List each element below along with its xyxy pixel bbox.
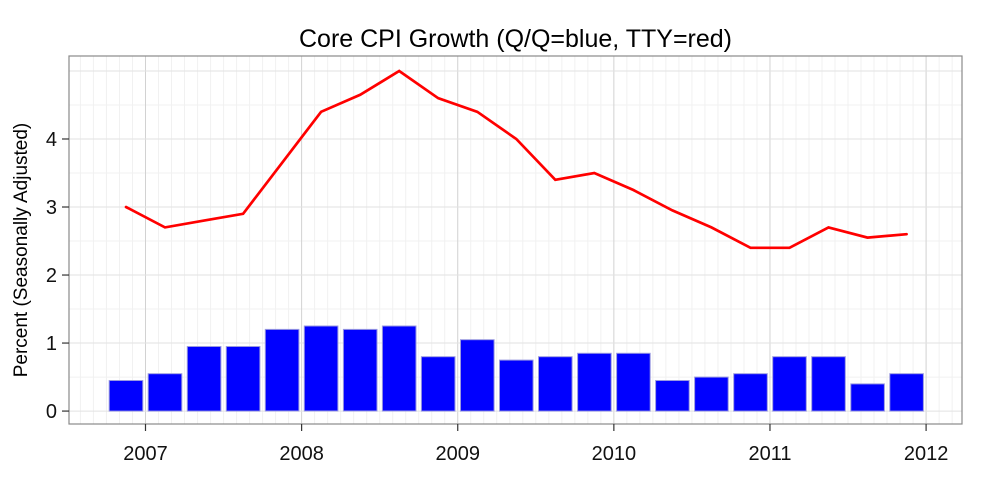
bar-2011-Q1 xyxy=(772,356,807,412)
tty-line-series xyxy=(124,69,908,250)
x-tick-label: 2012 xyxy=(904,443,949,465)
bar-2008-Q4 xyxy=(420,356,456,412)
y-tick-label: 2 xyxy=(46,265,57,287)
x-tick-label: 2010 xyxy=(592,443,637,465)
bar-2007-Q1 xyxy=(147,373,183,412)
bar-2011-Q4 xyxy=(889,373,924,412)
bar-2007-Q4 xyxy=(264,328,300,412)
chart-title: Core CPI Growth (Q/Q=blue, TTY=red) xyxy=(298,25,733,53)
bar-2007-Q2 xyxy=(186,346,222,412)
y-tick-label: 4 xyxy=(46,129,57,151)
x-tick-label: 2007 xyxy=(123,443,168,465)
bar-2009-Q1 xyxy=(460,339,495,412)
bar-2010-Q4 xyxy=(733,373,768,412)
qq-bars-series xyxy=(108,325,924,412)
plot-border xyxy=(68,55,963,425)
bar-2007-Q3 xyxy=(225,346,261,412)
bar-2008-Q1 xyxy=(303,325,339,412)
bar-2006-Q4 xyxy=(108,380,144,412)
bar-2010-Q2 xyxy=(655,380,690,412)
bar-2010-Q1 xyxy=(616,352,651,412)
bar-2009-Q3 xyxy=(538,356,573,412)
y-tick-label: 0 xyxy=(46,401,57,423)
bar-2011-Q2 xyxy=(811,356,846,412)
y-tick-label: 3 xyxy=(46,197,57,219)
bar-2011-Q3 xyxy=(850,383,885,412)
x-tick-label: 2011 xyxy=(748,443,791,465)
y-tick-label: 1 xyxy=(46,333,57,355)
bar-2009-Q4 xyxy=(577,352,612,412)
bar-2008-Q2 xyxy=(342,328,378,412)
bar-2009-Q2 xyxy=(499,359,534,412)
x-tick-label: 2008 xyxy=(279,443,324,465)
x-tick-label: 2009 xyxy=(435,443,480,465)
bar-2008-Q3 xyxy=(381,325,417,412)
bar-2010-Q3 xyxy=(694,376,729,412)
